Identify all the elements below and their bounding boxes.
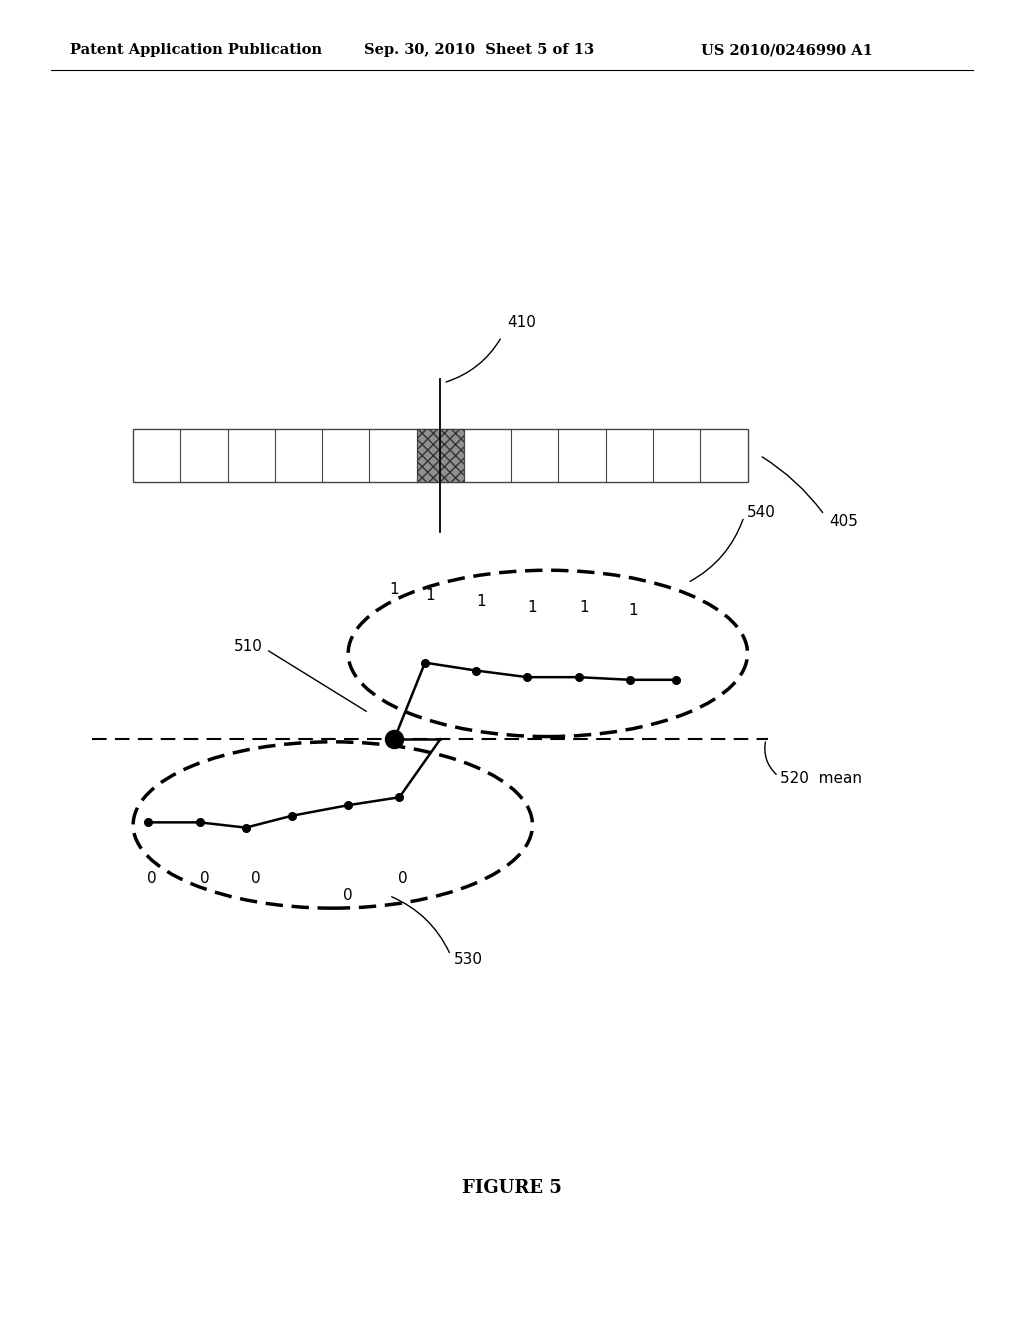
Ellipse shape [133,742,532,908]
Text: 1: 1 [628,603,638,618]
Text: 1: 1 [425,589,435,603]
Text: Patent Application Publication: Patent Application Publication [70,44,322,57]
Text: 0: 0 [251,871,261,886]
Text: 1: 1 [579,601,589,615]
Text: 520  mean: 520 mean [780,771,862,787]
Text: 0: 0 [397,871,408,886]
Ellipse shape [348,570,748,737]
Text: 0: 0 [200,871,210,886]
Text: 1: 1 [389,582,399,597]
Text: Sep. 30, 2010  Sheet 5 of 13: Sep. 30, 2010 Sheet 5 of 13 [364,44,594,57]
Text: FIGURE 5: FIGURE 5 [462,1179,562,1197]
Bar [133,429,748,482]
Text: 1: 1 [527,601,538,615]
Text: 530: 530 [454,952,482,966]
Bar [417,429,464,482]
Text: US 2010/0246990 A1: US 2010/0246990 A1 [701,44,873,57]
Text: 540: 540 [748,506,776,520]
Text: 510: 510 [234,639,263,655]
Text: 410: 410 [507,315,536,330]
Text: 0: 0 [343,888,353,903]
Bar [417,429,464,482]
Text: 0: 0 [146,871,157,886]
Text: 405: 405 [829,513,858,529]
Text: 1: 1 [476,594,486,609]
